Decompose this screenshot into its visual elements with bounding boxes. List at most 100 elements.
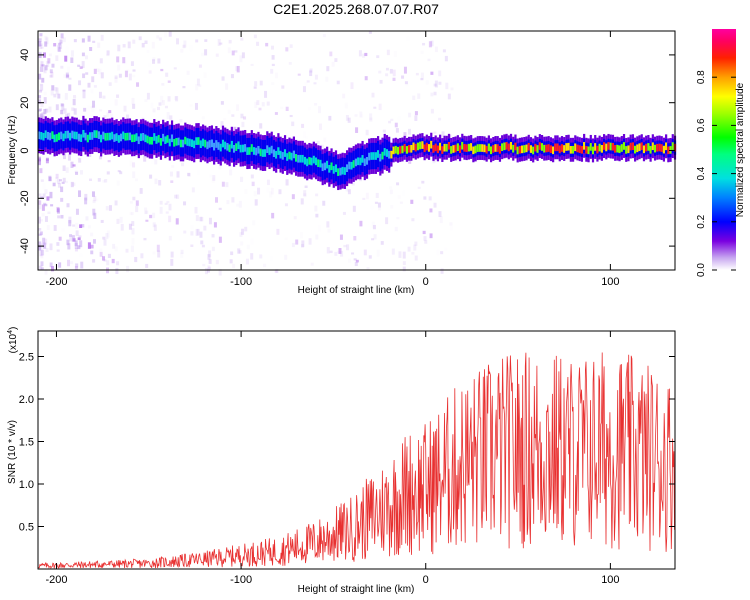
spectrogram-noise-cell (151, 158, 154, 164)
spectrogram-noise-cell (130, 61, 134, 66)
spectrogram-noise-cell (378, 103, 382, 111)
colorbar-label: Normalized spectral amplitude (735, 82, 746, 217)
spectrogram-ridge-core (314, 157, 318, 166)
spectrogram-noise-cell (218, 269, 222, 276)
spectrogram-noise-cell (232, 263, 236, 269)
spectrogram-noise-cell (38, 41, 42, 47)
spectrogram-noise-cell (373, 234, 377, 240)
spectrogram-noise-cell (301, 240, 305, 247)
spectrogram-noise-cell (422, 42, 426, 46)
spectrogram-ridge-core (162, 133, 165, 142)
spectrogram-noise-cell (236, 203, 240, 207)
spectrogram-noise-cell (55, 55, 59, 61)
snr-background (38, 331, 675, 569)
spectrogram-ridge-core (611, 142, 615, 151)
spectrogram-noise-cell (125, 248, 129, 253)
spectrogram-ridge-core (463, 143, 466, 152)
spectrogram-noise-cell (74, 266, 78, 271)
spectrogram-noise-cell (39, 219, 43, 222)
spectrogram-noise-cell (183, 40, 187, 48)
spectrogram-noise-cell (270, 256, 273, 260)
spectrogram-ridge-core (443, 143, 446, 152)
spectrogram-noise-cell (158, 37, 162, 41)
spectrogram-noise-cell (392, 77, 396, 81)
spectrogram-noise-cell (433, 83, 437, 87)
spectrogram-noise-cell (218, 166, 222, 170)
spectrogram-ridge-core (186, 138, 189, 146)
spectrogram-noise-cell (407, 246, 411, 252)
spectrogram-ridge-core (88, 132, 92, 140)
spectrogram-noise-cell (119, 216, 123, 223)
spectrogram-noise-cell (44, 203, 48, 207)
spectrogram-ridge-core (441, 146, 444, 154)
spectrogram-noise-cell (131, 221, 135, 226)
spectrogram-ridge-core (385, 149, 389, 157)
spectrogram-noise-cell (43, 66, 47, 74)
spectrogram-ridge-core (560, 144, 564, 152)
spectrogram-noise-cell (160, 95, 164, 103)
spectrogram-ridge-core (376, 150, 380, 158)
spectrogram-noise-cell (39, 231, 43, 236)
spectrogram-ridge-core (155, 136, 158, 144)
spectrogram-ridge-core (514, 142, 517, 151)
spectrogram-noise-cell (170, 258, 174, 266)
spectrogram-ridge-core (656, 143, 659, 152)
spectrogram-noise-cell (402, 251, 406, 259)
spectrogram-noise-cell (225, 83, 229, 90)
spectrogram-ridge-core (427, 144, 431, 152)
colorbar-tick-label: 0.2 (696, 214, 707, 228)
spectrogram-noise-cell (214, 197, 218, 203)
spectrogram-noise-cell (67, 112, 71, 119)
spectrogram-noise-cell (111, 258, 115, 264)
spectrogram-noise-cell (62, 152, 66, 160)
spectrogram-noise-cell (190, 45, 193, 52)
spectrogram-noise-cell (100, 34, 104, 41)
spectrogram-noise-cell (67, 153, 71, 161)
spectrogram-ridge-core (303, 156, 307, 165)
spectrogram-ridge-core (354, 158, 358, 167)
spectrogram-noise-cell (44, 35, 48, 41)
spectrogram-noise-cell (195, 39, 199, 43)
spectrogram-ridge-core (383, 148, 386, 156)
spectrogram-noise-cell (58, 236, 62, 241)
snr-y-tick-label: 0.5 (19, 522, 34, 534)
spectrogram-noise-cell (60, 186, 64, 193)
spectrogram-ridge-core (337, 168, 340, 176)
spectrogram-ridge-core (671, 142, 674, 150)
spectrogram-noise-cell (119, 171, 123, 175)
spectrogram-noise-cell (40, 61, 44, 67)
spectrogram-noise-cell (345, 186, 349, 192)
spectrogram-ridge-core (549, 145, 553, 154)
spectrogram-ridge-core (51, 131, 54, 139)
spectrogram-ridge (38, 115, 677, 191)
spectrogram-noise-cell (45, 248, 49, 252)
spectrogram-noise-cell (65, 113, 69, 118)
spectrogram-ridge-core (299, 154, 302, 163)
spectrogram-noise-cell (152, 108, 156, 113)
spectrogram-noise-cell (81, 52, 85, 57)
snr-x-label: Height of straight line (km) (298, 584, 415, 595)
spectrogram-ridge-core (297, 154, 300, 163)
spectrogram-noise-cell (351, 252, 355, 255)
spectrogram-noise-cell (241, 121, 245, 128)
spectrogram-noise-cell (422, 230, 426, 235)
spectrogram-ridge-core (529, 145, 533, 153)
spectrogram-noise-cell (219, 42, 223, 45)
spectrogram-noise-cell (379, 79, 383, 84)
spectrogram-ridge-core (279, 150, 282, 159)
spectrogram-ridge-core (42, 132, 45, 141)
spectrogram-noise-cell (131, 237, 135, 245)
spectrogram-ridge-core (669, 146, 672, 154)
spectrogram-ridge-core (330, 162, 333, 171)
spectrogram-noise-cell (402, 261, 406, 265)
spectrogram-ridge-core (461, 141, 464, 150)
spectrogram-noise-cell (74, 170, 78, 173)
spectrogram-ridge-core (563, 145, 566, 153)
spectrogram-ridge-core (416, 142, 420, 151)
spectrogram-noise-cell (98, 68, 102, 75)
spectrogram-noise-cell (53, 93, 57, 98)
spectrogram-noise-cell (129, 212, 132, 215)
spectrogram-noise-cell (364, 76, 368, 81)
spectrogram-noise-cell (128, 223, 132, 230)
spectrogram-noise-cell (168, 215, 172, 223)
